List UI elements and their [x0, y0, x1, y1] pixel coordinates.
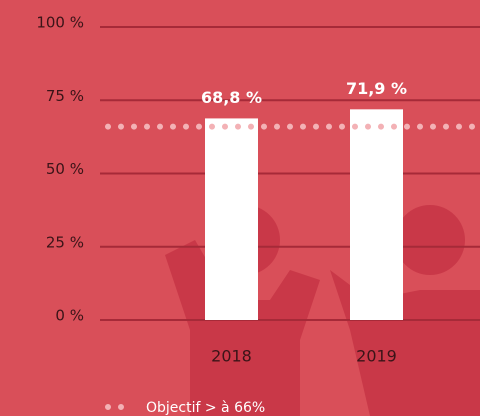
bar	[205, 118, 258, 320]
plot: 0 % 25 % 50 % 75 % 100 % 2018 68,8 % 2019 71,9 %…	[36, 14, 480, 416]
y-tick-label: 50 %	[46, 160, 84, 178]
y-tick-label: 25 %	[46, 233, 84, 251]
value-label: 68,8 %	[201, 88, 262, 107]
y-tick-label: 75 %	[46, 87, 84, 105]
x-tick-label: 2018	[211, 347, 252, 366]
legend-label: Objectif > à 66%	[146, 400, 265, 416]
bar	[350, 109, 403, 320]
y-tick-label: 0 %	[55, 307, 84, 325]
x-tick-label: 2019	[356, 347, 397, 366]
y-tick-label: 100 %	[36, 14, 84, 32]
value-label: 71,9 %	[346, 79, 407, 98]
